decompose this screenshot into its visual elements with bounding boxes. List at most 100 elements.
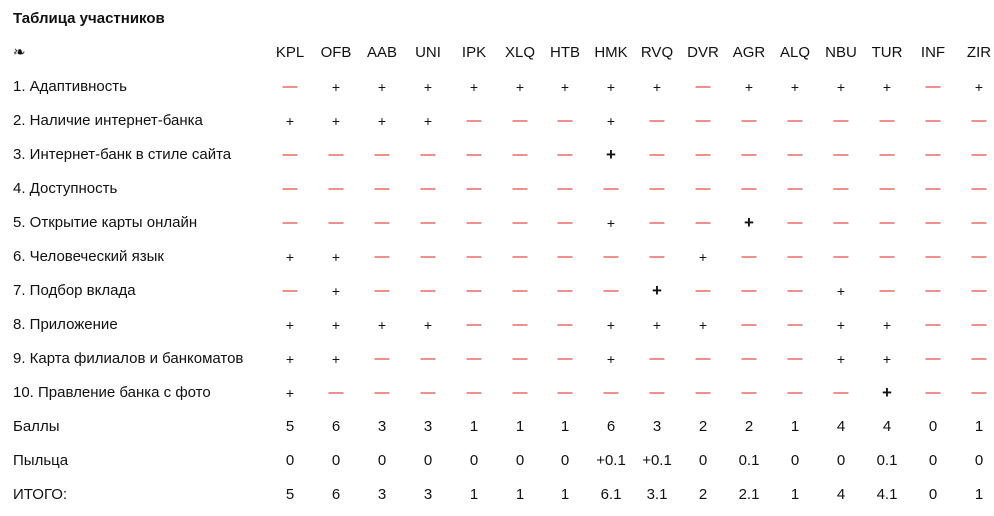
dash-mark: — [925, 384, 941, 401]
plus-mark: + [606, 317, 616, 333]
dash-mark: — [741, 350, 757, 367]
score-value: 4 [836, 486, 846, 503]
plus-mark: + [331, 283, 341, 299]
dash-mark: — [787, 316, 803, 333]
score-value: 1 [469, 418, 479, 435]
dash-mark: — [557, 282, 573, 299]
score-value: 0.1 [738, 452, 760, 469]
dash-mark: — [420, 248, 436, 265]
dash-mark: — [741, 112, 757, 129]
dash-mark: — [420, 350, 436, 367]
dash-mark: — [925, 316, 941, 333]
score-value: 0 [928, 486, 938, 503]
dash-mark: — [695, 112, 711, 129]
row-label: 5. Открытие карты онлайн [13, 214, 198, 231]
plus-mark: + [377, 317, 387, 333]
dash-mark: — [879, 282, 895, 299]
score-value: 1 [515, 486, 525, 503]
dash-mark: — [603, 384, 619, 401]
criterion-row-9: 9. Карта филиалов и банкоматов + + — — — — — + — —… [0, 342, 994, 376]
plus-mark: + [285, 351, 295, 367]
dash-mark: — [649, 146, 665, 163]
score-value: 0 [469, 452, 479, 469]
dash-mark: — [695, 78, 711, 95]
criterion-row-7: 7. Подбор вклада — + — — — — — — + — — — + — — — [0, 274, 994, 308]
dash-mark: — [282, 78, 298, 95]
dash-mark: — [925, 282, 941, 299]
dash-mark: — [420, 180, 436, 197]
plus-mark: + [698, 249, 708, 265]
column-header-rvq: RVQ [640, 44, 674, 61]
dash-mark: — [328, 180, 344, 197]
plus-mark: + [882, 79, 892, 95]
dash-mark: — [374, 146, 390, 163]
plus-mark: + [790, 79, 800, 95]
dash-mark: — [328, 384, 344, 401]
dash-mark: — [787, 112, 803, 129]
plus-mark: + [285, 249, 295, 265]
dash-mark: — [603, 180, 619, 197]
dash-mark: — [741, 146, 757, 163]
plus-mark: + [836, 283, 846, 299]
dash-mark: — [971, 350, 987, 367]
dash-mark: — [695, 282, 711, 299]
score-value: 2.1 [738, 486, 760, 503]
dash-mark: — [466, 180, 482, 197]
score-value: 3.1 [646, 486, 668, 503]
plus-mark: + [744, 79, 754, 95]
plus-mark: + [560, 79, 570, 95]
dash-mark: — [374, 214, 390, 231]
score-value: 1 [560, 418, 570, 435]
score-value: 4 [836, 418, 846, 435]
plus-mark: + [606, 351, 616, 367]
score-value: 4.1 [876, 486, 898, 503]
fleuron-icon: ❧ [13, 44, 26, 61]
dash-mark: — [466, 350, 482, 367]
criterion-row-3: 3. Интернет-банк в стиле сайта — — — — — — — + — —… [0, 138, 994, 172]
plus-mark-bold: + [744, 213, 754, 232]
dash-mark: — [512, 384, 528, 401]
column-header-hmk: HMK [594, 44, 628, 61]
score-value: 5 [285, 486, 295, 503]
column-header-dvr: DVR [687, 44, 719, 61]
column-header-htb: HTB [550, 44, 580, 61]
dash-mark: — [649, 350, 665, 367]
dash-mark: — [374, 248, 390, 265]
plus-mark: + [836, 79, 846, 95]
plus-mark: + [515, 79, 525, 95]
column-header-kpl: KPL [275, 44, 305, 61]
dash-mark: — [833, 384, 849, 401]
row-label: 3. Интернет-банк в стиле сайта [13, 146, 232, 163]
column-header-agr: AGR [732, 44, 766, 61]
plus-mark: + [377, 79, 387, 95]
dash-mark: — [833, 248, 849, 265]
plus-mark: + [377, 113, 387, 129]
dash-mark: — [374, 282, 390, 299]
score-value: 6 [331, 486, 341, 503]
plus-mark: + [331, 351, 341, 367]
row-label: 1. Адаптивность [13, 78, 127, 95]
dash-mark: — [787, 214, 803, 231]
score-value: +0.1 [596, 452, 626, 469]
row-label: 2. Наличие интернет-банка [13, 112, 203, 129]
dash-mark: — [512, 112, 528, 129]
dash-mark: — [787, 248, 803, 265]
score-value: 0 [928, 452, 938, 469]
score-value: 1 [790, 418, 800, 435]
dash-mark: — [833, 112, 849, 129]
dash-mark: — [925, 248, 941, 265]
column-header-alq: ALQ [779, 44, 810, 61]
table-title: Таблица участников [13, 10, 165, 27]
score-value: 0 [331, 452, 341, 469]
dash-mark: — [787, 384, 803, 401]
score-value: 1 [974, 486, 984, 503]
dash-mark: — [649, 248, 665, 265]
dash-mark: — [925, 350, 941, 367]
column-header-zir: ZIR [966, 44, 992, 61]
score-value: 2 [698, 486, 708, 503]
dash-mark: — [971, 316, 987, 333]
dash-mark: — [649, 384, 665, 401]
dash-mark: — [695, 214, 711, 231]
row-label: ИТОГО: [13, 486, 68, 503]
score-value: 0 [515, 452, 525, 469]
